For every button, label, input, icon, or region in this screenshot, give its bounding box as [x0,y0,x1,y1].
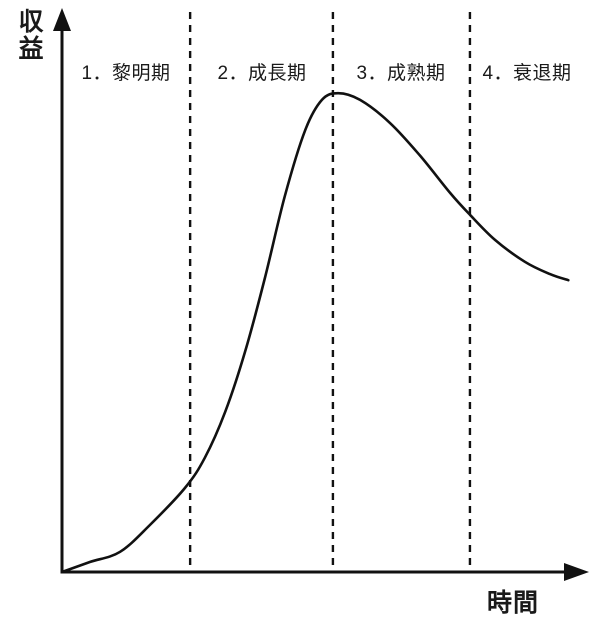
y-axis-label: 収益 [15,8,43,62]
phase-label-maturity: 3．成熟期 [356,63,446,84]
phase-label-dawn: 1．黎明期 [81,63,171,84]
x-axis-arrow-icon [564,563,589,581]
x-axis-label: 時間 [487,589,540,617]
lifecycle-curve [60,91,570,574]
phase-label-growth: 2．成長期 [217,63,307,84]
phase-dividers [188,12,472,572]
phase-label-decline: 4．衰退期 [482,63,572,84]
y-axis-arrow-icon [53,8,71,31]
